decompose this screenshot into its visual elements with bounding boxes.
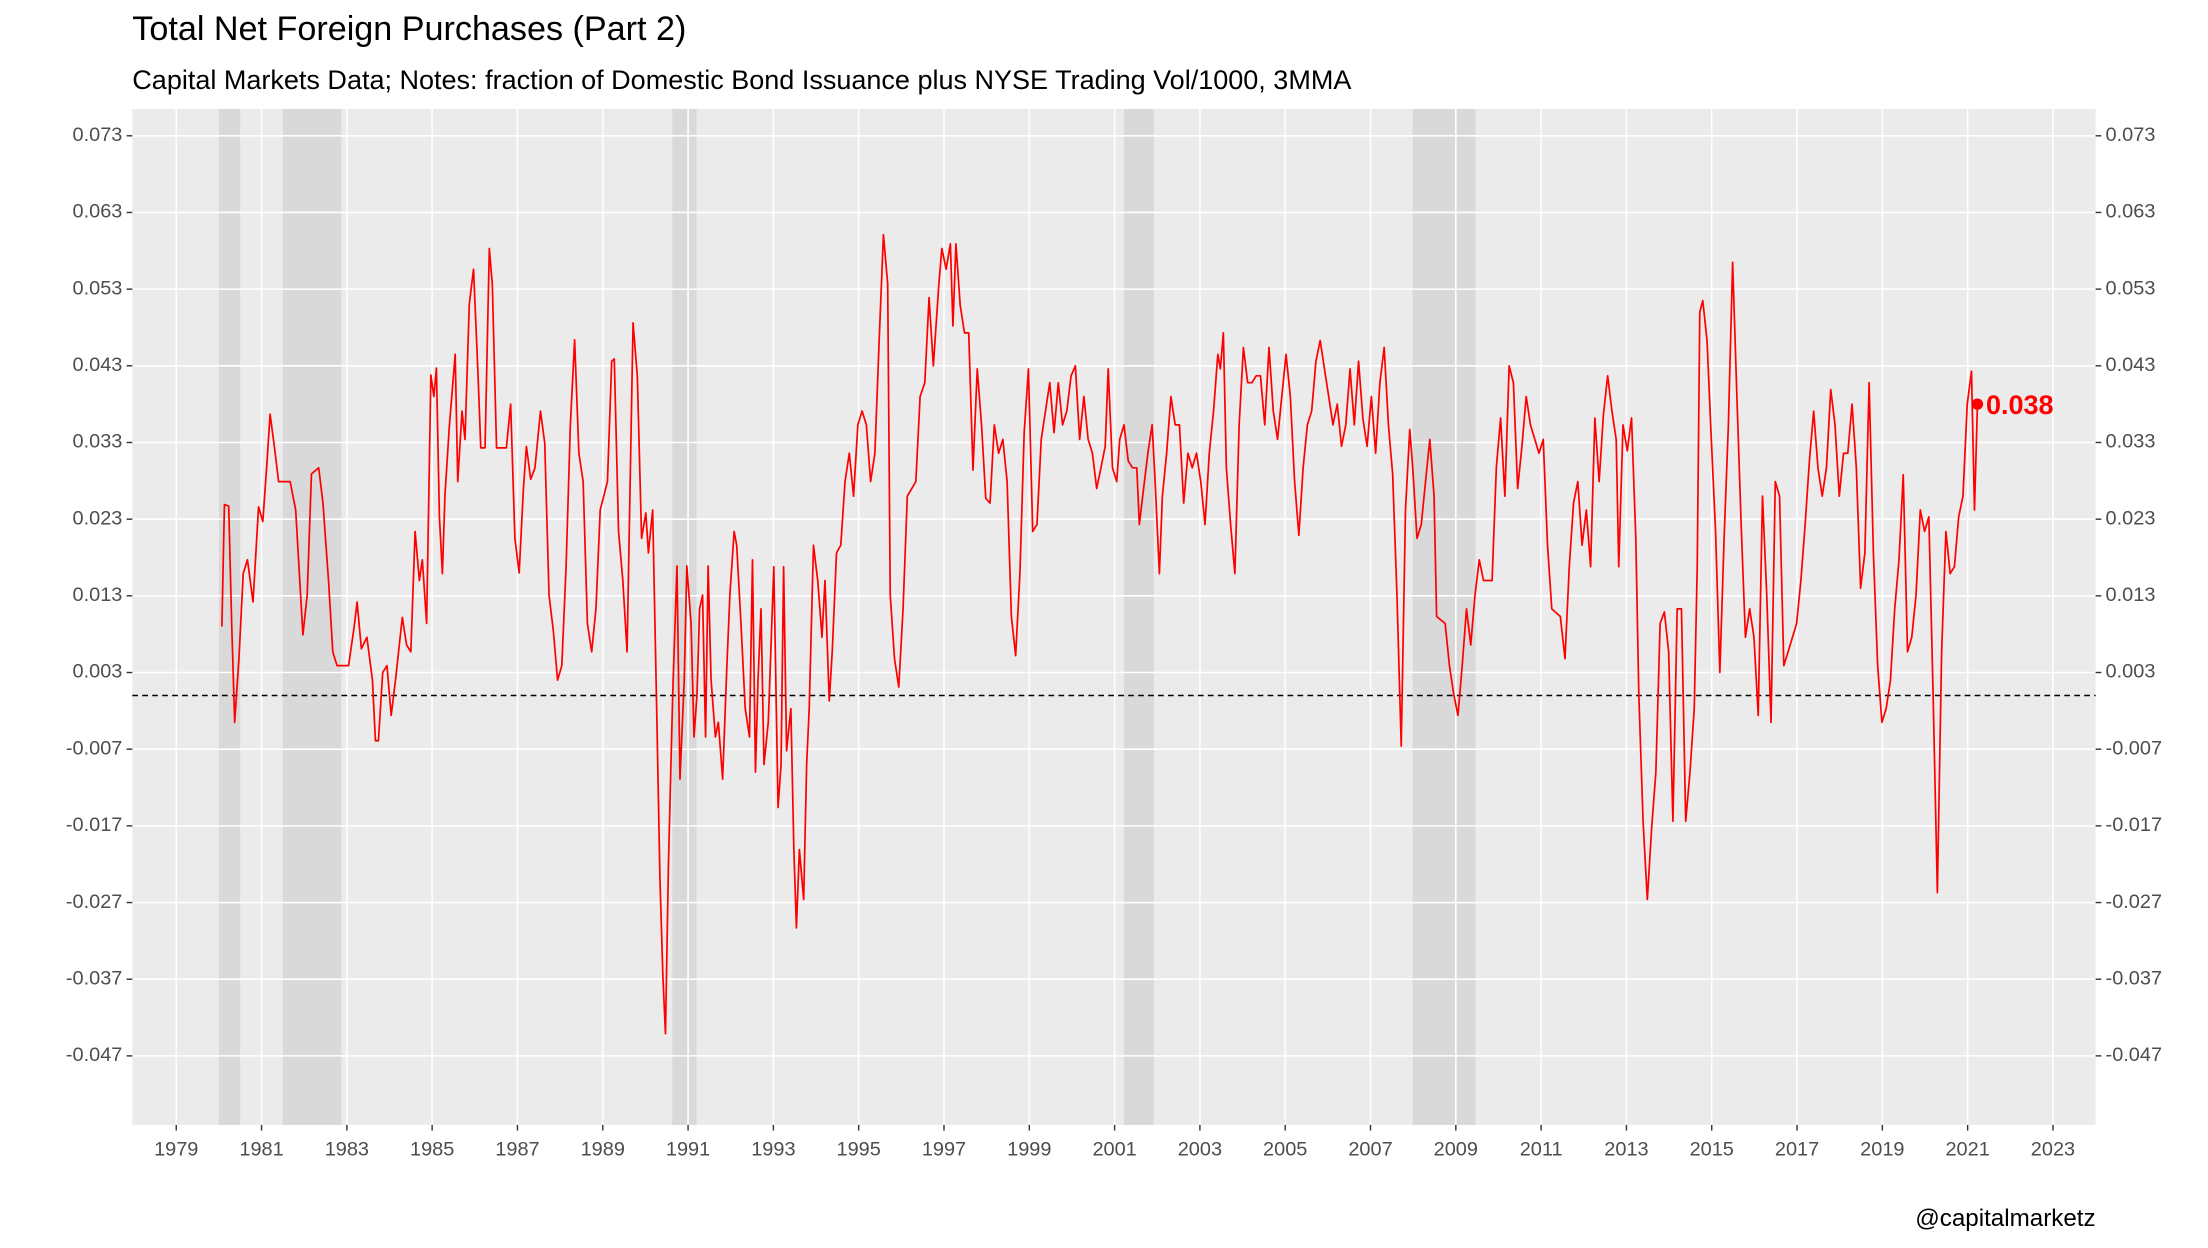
x-tick-label: 1991 — [666, 1139, 710, 1161]
y2-tick-label: 0.003 — [2106, 661, 2156, 683]
x-tick-label: 1981 — [239, 1139, 283, 1161]
y2-tick-label: -0.027 — [2106, 891, 2162, 913]
y2-tick-label: 0.053 — [2106, 277, 2156, 299]
x-tick-label: 2015 — [1690, 1139, 1734, 1161]
y2-tick-label: -0.017 — [2106, 814, 2162, 836]
last-value-label: 0.038 — [1986, 390, 2054, 420]
y2-tick-label: 0.063 — [2106, 201, 2156, 223]
x-tick-label: 1979 — [154, 1139, 198, 1161]
caption: @capitalmarketz — [1915, 1205, 2095, 1232]
y-tick-label: -0.037 — [66, 967, 122, 989]
y-tick-label: 0.073 — [73, 124, 123, 146]
x-tick-label: 2019 — [1860, 1139, 1904, 1161]
y-tick-label: -0.007 — [66, 737, 122, 759]
x-tick-label: 1987 — [495, 1139, 539, 1161]
y2-tick-label: 0.073 — [2106, 124, 2156, 146]
recession-band — [1412, 108, 1476, 1125]
x-tick-label: 1997 — [922, 1139, 966, 1161]
y2-tick-label: -0.047 — [2106, 1044, 2162, 1066]
x-tick-label: 1999 — [1007, 1139, 1051, 1161]
x-tick-label: 2005 — [1263, 1139, 1307, 1161]
y2-tick-label: 0.033 — [2106, 431, 2156, 453]
x-tick-label: 1983 — [325, 1139, 369, 1161]
y2-tick-label: 0.043 — [2106, 354, 2156, 376]
y-tick-label: 0.063 — [73, 201, 123, 223]
y-tick-label: -0.047 — [66, 1044, 122, 1066]
y-tick-label: 0.013 — [73, 584, 123, 606]
y-tick-label: -0.027 — [66, 891, 122, 913]
recession-band — [218, 108, 241, 1125]
y2-tick-label: 0.023 — [2106, 507, 2156, 529]
series-line — [221, 233, 1979, 1035]
x-tick-label: 2023 — [2031, 1139, 2075, 1161]
x-tick-label: 1995 — [837, 1139, 881, 1161]
x-tick-label: 2003 — [1178, 1139, 1222, 1161]
x-tick-label: 2013 — [1604, 1139, 1648, 1161]
x-tick-label: 2009 — [1434, 1139, 1478, 1161]
y-tick-label: 0.053 — [73, 277, 123, 299]
y-tick-label: 0.003 — [73, 661, 123, 683]
y-tick-label: -0.017 — [66, 814, 122, 836]
y-tick-label: 0.023 — [73, 507, 123, 529]
x-tick-label: 1985 — [410, 1139, 454, 1161]
x-tick-label: 2007 — [1348, 1139, 1392, 1161]
x-tick-label: 2001 — [1092, 1139, 1136, 1161]
y-tick-label: 0.043 — [73, 354, 123, 376]
x-tick-label: 2011 — [1520, 1139, 1563, 1161]
y2-tick-label: -0.037 — [2106, 967, 2162, 989]
recession-band — [672, 108, 697, 1125]
last-point — [1971, 398, 1984, 410]
chart-subtitle: Capital Markets Data; Notes: fraction of… — [132, 65, 1351, 95]
chart-title: Total Net Foreign Purchases (Part 2) — [132, 10, 686, 48]
y2-tick-label: -0.007 — [2106, 737, 2162, 759]
x-tick-label: 2021 — [1945, 1139, 1989, 1161]
y2-tick-label: 0.013 — [2106, 584, 2156, 606]
x-tick-label: 2017 — [1775, 1139, 1819, 1161]
x-tick-label: 1993 — [751, 1139, 795, 1161]
recession-band — [1123, 108, 1154, 1125]
x-tick-label: 1989 — [581, 1139, 625, 1161]
y-tick-label: 0.033 — [73, 431, 123, 453]
recession-band — [282, 108, 342, 1125]
